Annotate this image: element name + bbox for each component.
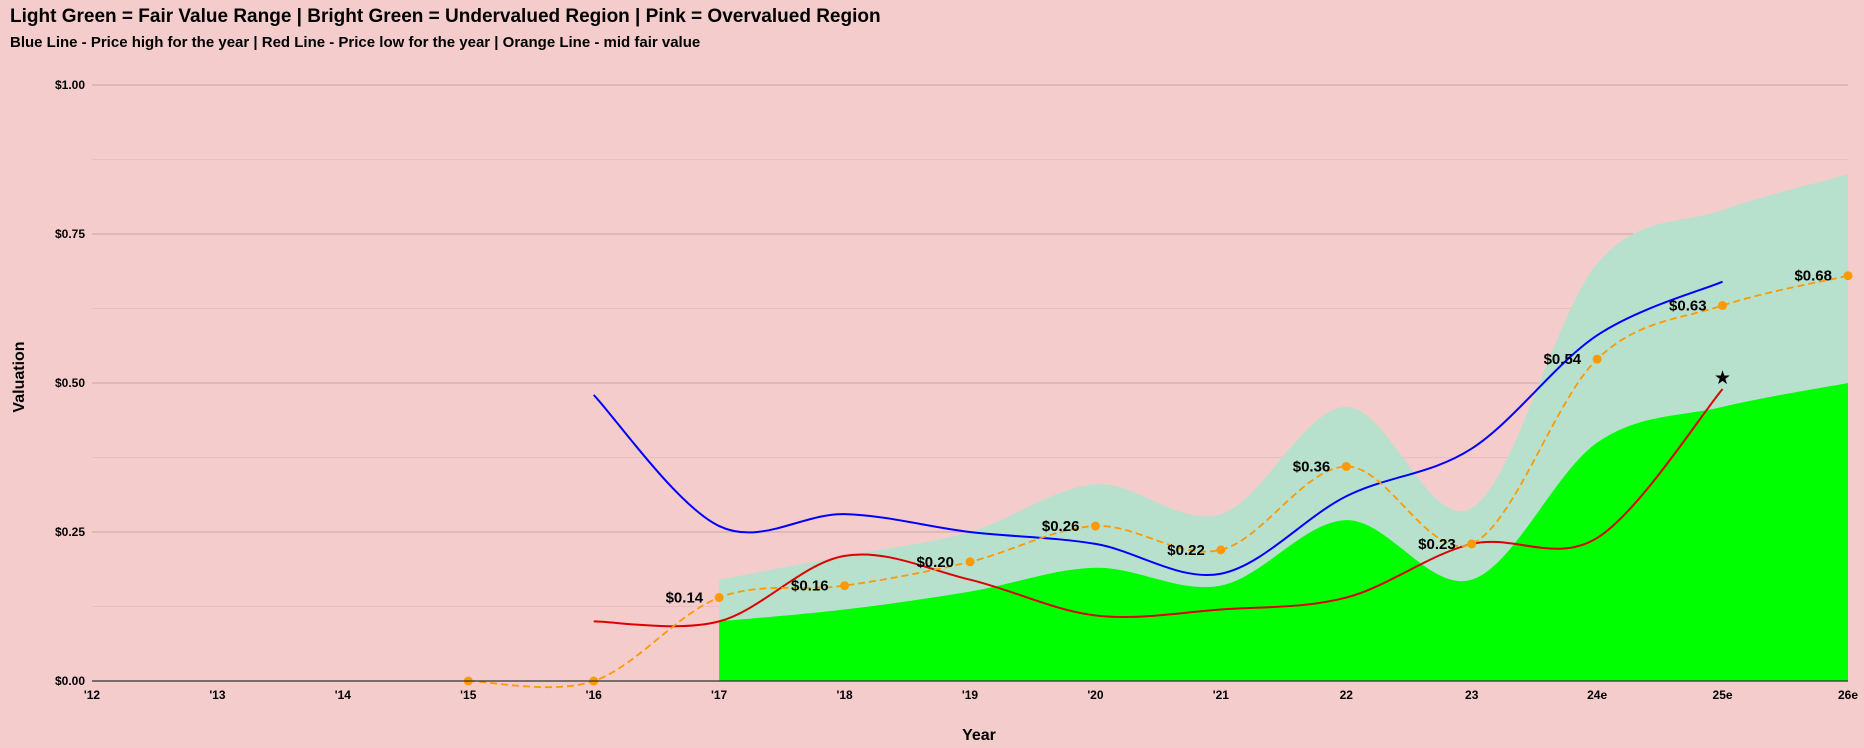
y-axis-title: Valuation [11,341,28,412]
chart-subtitle: Blue Line - Price high for the year | Re… [10,34,701,51]
x-tick-label: '12 [84,688,101,702]
x-tick-label: '20 [1087,688,1104,702]
y-tick-label: $1.00 [55,78,85,92]
undervalued-region-area [719,383,1849,681]
data-label: $0.36 [1293,458,1331,475]
y-tick-label: $0.00 [55,674,85,688]
x-axis-title: Year [962,727,996,744]
mid-fair-value-point [840,581,850,591]
mid-fair-value-point [714,593,724,603]
x-tick-label: '14 [335,688,352,702]
mid-fair-value-point [1341,461,1351,471]
x-tick-label: 22 [1340,688,1354,702]
x-tick-label: 25e [1713,688,1733,702]
x-tick-label: '16 [586,688,603,702]
y-tick-label: $0.50 [55,376,85,390]
data-label: $0.14 [666,590,704,607]
x-tick-label: '13 [209,688,226,702]
mid-fair-value-point [1718,301,1728,311]
x-tick-label: '17 [711,688,728,702]
x-tick-label: '15 [460,688,477,702]
data-label: $0.54 [1544,351,1582,368]
mid-fair-value-point [1467,539,1477,549]
mid-fair-value-point [965,557,975,567]
mid-fair-value-point [1592,354,1602,364]
star-marker: ★ [1714,368,1731,389]
data-label: $0.23 [1418,536,1456,553]
x-tick-label: 23 [1465,688,1479,702]
area-regions [719,174,1849,681]
price-high-for-the-year-line [592,280,1723,576]
axis-ticks: $0.00 $0.25 $0.50 $0.75 $1.00 '12 '13 '14 '15 '16… [55,78,1858,702]
chart-title: Light Green = Fair Value Range | Bright … [10,6,881,27]
price-low-for-the-year-line [593,388,1724,628]
mid-fair-value-point [1843,271,1853,281]
x-tick-label: '18 [836,688,853,702]
x-tick-label: '21 [1213,688,1230,702]
data-label: $0.20 [916,554,954,571]
x-tick-label: '19 [962,688,979,702]
mid-fair-value-point [1090,521,1100,531]
data-label: $0.16 [791,578,829,595]
y-tick-label: $0.25 [55,525,85,539]
data-label: $0.68 [1794,268,1832,285]
x-tick-label: 26e [1838,688,1858,702]
data-label: $0.26 [1042,518,1080,535]
data-labels: $0.14 $0.16 $0.20 $0.26 $0.22 $0.36 $0.23 $0.54… [666,268,1832,607]
x-tick-label: 24e [1587,688,1607,702]
mid-fair-value-point [1216,545,1226,555]
data-label: $0.22 [1167,542,1205,559]
data-label: $0.63 [1669,298,1707,315]
y-tick-label: $0.75 [55,227,85,241]
